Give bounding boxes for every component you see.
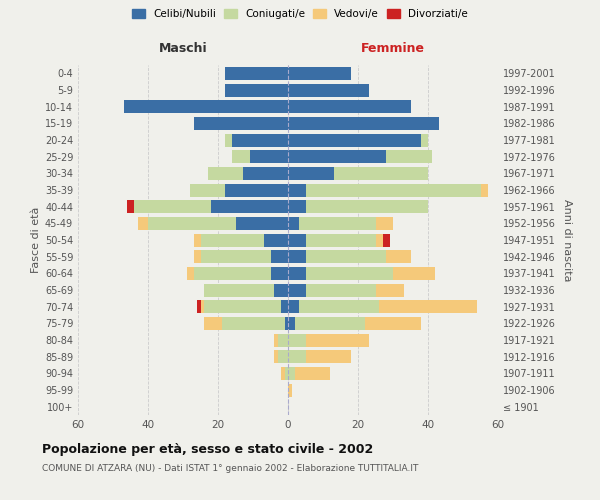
Bar xyxy=(134,200,211,213)
Bar xyxy=(288,384,292,396)
Text: COMUNE DI ATZARA (NU) - Dati ISTAT 1° gennaio 2002 - Elaborazione TUTTITALIA.IT: COMUNE DI ATZARA (NU) - Dati ISTAT 1° ge… xyxy=(42,464,418,473)
Bar xyxy=(148,217,235,230)
Bar xyxy=(277,350,288,363)
Bar xyxy=(235,217,288,230)
Bar xyxy=(288,134,421,146)
Bar xyxy=(288,284,305,296)
Bar xyxy=(421,134,428,146)
Bar xyxy=(288,300,299,313)
Bar xyxy=(204,284,274,296)
Bar xyxy=(299,300,379,313)
Bar xyxy=(277,334,288,346)
Legend: Celibi/Nubili, Coniugati/e, Vedovi/e, Divorziati/e: Celibi/Nubili, Coniugati/e, Vedovi/e, Di… xyxy=(128,5,472,24)
Bar xyxy=(288,100,410,113)
Bar xyxy=(288,234,305,246)
Bar xyxy=(376,284,404,296)
Bar xyxy=(204,317,221,330)
Bar xyxy=(376,217,393,230)
Bar xyxy=(288,334,305,346)
Bar xyxy=(305,334,368,346)
Bar xyxy=(305,250,386,263)
Bar xyxy=(193,234,200,246)
Bar xyxy=(334,167,428,180)
Bar xyxy=(197,300,200,313)
Bar xyxy=(263,234,288,246)
Bar xyxy=(274,284,288,296)
Bar xyxy=(379,300,477,313)
Bar xyxy=(393,267,435,280)
Bar xyxy=(288,367,295,380)
Bar xyxy=(274,350,277,363)
Text: Popolazione per età, sesso e stato civile - 2002: Popolazione per età, sesso e stato civil… xyxy=(42,442,373,456)
Bar xyxy=(208,167,242,180)
Bar xyxy=(242,167,288,180)
Y-axis label: Fasce di età: Fasce di età xyxy=(31,207,41,273)
Bar xyxy=(281,367,284,380)
Bar xyxy=(288,350,305,363)
Bar xyxy=(365,317,421,330)
Bar xyxy=(295,317,365,330)
Bar xyxy=(124,100,288,113)
Bar xyxy=(200,300,204,313)
Bar xyxy=(127,200,134,213)
Bar xyxy=(305,200,428,213)
Bar xyxy=(281,300,288,313)
Bar xyxy=(288,117,439,130)
Bar xyxy=(305,350,351,363)
Bar xyxy=(288,317,295,330)
Bar xyxy=(288,200,305,213)
Bar xyxy=(386,150,431,163)
Bar xyxy=(193,267,271,280)
Bar xyxy=(193,117,288,130)
Bar xyxy=(204,300,281,313)
Bar xyxy=(383,234,389,246)
Bar xyxy=(271,250,288,263)
Bar xyxy=(288,150,386,163)
Bar xyxy=(225,84,288,96)
Bar xyxy=(187,267,193,280)
Text: Femmine: Femmine xyxy=(361,42,425,55)
Y-axis label: Anni di nascita: Anni di nascita xyxy=(562,198,572,281)
Bar xyxy=(299,217,376,230)
Bar xyxy=(481,184,487,196)
Bar xyxy=(288,167,334,180)
Bar xyxy=(288,67,351,80)
Bar xyxy=(284,367,288,380)
Bar xyxy=(274,334,277,346)
Bar xyxy=(211,200,288,213)
Bar xyxy=(305,184,481,196)
Bar xyxy=(225,134,232,146)
Bar xyxy=(288,217,299,230)
Bar xyxy=(288,250,305,263)
Bar xyxy=(193,250,200,263)
Bar xyxy=(288,184,305,196)
Bar xyxy=(190,184,225,196)
Bar xyxy=(137,217,148,230)
Bar xyxy=(288,267,305,280)
Bar xyxy=(288,84,368,96)
Bar xyxy=(225,184,288,196)
Bar xyxy=(225,67,288,80)
Bar xyxy=(386,250,410,263)
Bar xyxy=(305,284,376,296)
Bar xyxy=(305,267,393,280)
Bar xyxy=(200,234,263,246)
Bar xyxy=(376,234,383,246)
Bar xyxy=(232,150,250,163)
Bar xyxy=(271,267,288,280)
Bar xyxy=(305,234,376,246)
Bar xyxy=(200,250,271,263)
Bar xyxy=(295,367,330,380)
Bar xyxy=(221,317,284,330)
Bar xyxy=(250,150,288,163)
Text: Maschi: Maschi xyxy=(158,42,208,55)
Bar xyxy=(284,317,288,330)
Bar xyxy=(232,134,288,146)
